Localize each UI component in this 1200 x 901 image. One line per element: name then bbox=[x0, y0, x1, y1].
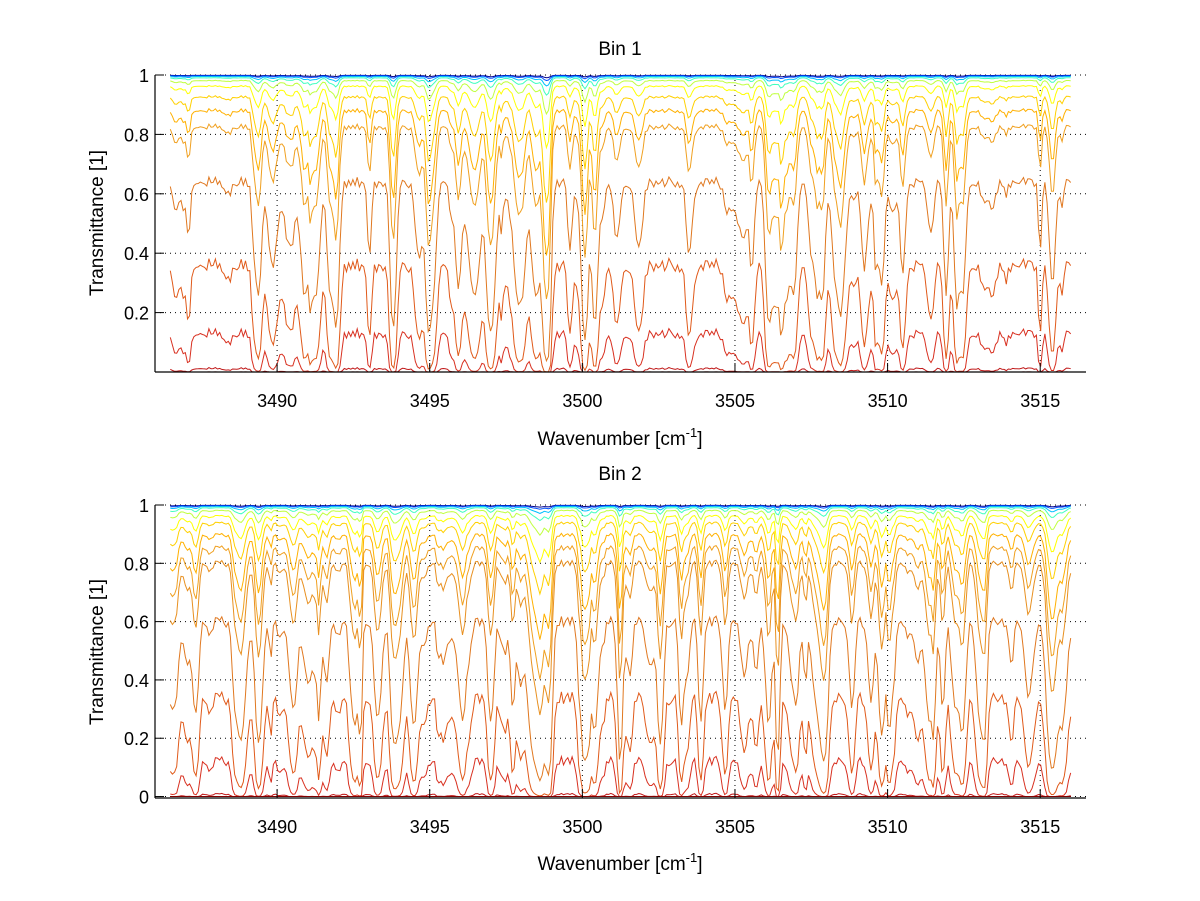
series-line-curve-5 bbox=[170, 509, 1071, 537]
series-line-curve-3 bbox=[170, 505, 1071, 514]
series-line-curve-7 bbox=[169, 521, 1072, 596]
x-tick-label: 3495 bbox=[410, 391, 450, 411]
x-tick-label: 3510 bbox=[868, 391, 908, 411]
x-tick-label: 3510 bbox=[868, 817, 908, 837]
x-tick-label: 3505 bbox=[715, 391, 755, 411]
y-tick-label: 0.2 bbox=[124, 729, 149, 749]
x-tick-label: 3505 bbox=[715, 817, 755, 837]
x-axis-label: Wavenumber [cm-1] bbox=[537, 425, 702, 450]
x-tick-label: 3515 bbox=[1020, 391, 1060, 411]
y-tick-label: 0.8 bbox=[124, 554, 149, 574]
x-axis-label: Wavenumber [cm-1] bbox=[537, 850, 702, 875]
x-tick-label: 3490 bbox=[257, 817, 297, 837]
series-line-curve-12 bbox=[169, 690, 1072, 797]
subplot-bin-2: Bin 2 3490 3495 3500 3505 3510 3515 0 0.2 0.4 0.… bbox=[87, 464, 1086, 875]
y-tick-label: 0.6 bbox=[124, 613, 149, 633]
series-line-curve-5 bbox=[170, 79, 1071, 116]
subplot-bin-1: Bin 1 3490 3495 3500 3505 3510 3515 0.2 0.4 0.6… bbox=[87, 39, 1086, 450]
plot-area bbox=[169, 504, 1072, 798]
y-tick-label: 0 bbox=[139, 788, 149, 808]
chart-title: Bin 2 bbox=[598, 464, 641, 485]
y-axis-label: Transmittance [1] bbox=[87, 150, 108, 296]
series-line-curve-8 bbox=[169, 532, 1072, 640]
series-line-curve-10 bbox=[169, 175, 1072, 363]
series-line-curve-4 bbox=[170, 507, 1071, 522]
x-axis-ticks: 3490 3495 3500 3505 3510 3515 bbox=[257, 363, 1060, 411]
series-line-curve-7 bbox=[169, 94, 1071, 203]
gridlines bbox=[155, 74, 1086, 372]
series-line-curve-2 bbox=[170, 505, 1071, 510]
series-line-curve-2 bbox=[170, 75, 1071, 82]
y-tick-label: 1 bbox=[139, 66, 149, 86]
series-line-curve-12 bbox=[169, 326, 1072, 373]
x-tick-label: 3495 bbox=[410, 817, 450, 837]
series-line-curve-11 bbox=[169, 615, 1072, 783]
x-tick-label: 3500 bbox=[562, 817, 602, 837]
series-line-curve-8 bbox=[169, 107, 1071, 256]
series-line-curve-3 bbox=[170, 75, 1071, 87]
y-axis-ticks: 0 0.2 0.4 0.6 0.8 1 bbox=[124, 496, 164, 808]
y-tick-label: 0.6 bbox=[124, 185, 149, 205]
x-tick-label: 3515 bbox=[1020, 817, 1060, 837]
series-line-curve-4 bbox=[170, 77, 1071, 96]
series-line-curve-10 bbox=[169, 559, 1072, 716]
y-axis-ticks: 0.2 0.4 0.6 0.8 1 bbox=[124, 66, 164, 324]
series-line-curve-9 bbox=[169, 122, 1071, 300]
y-axis-label: Transmittance [1] bbox=[87, 579, 108, 725]
plot-area bbox=[169, 74, 1072, 373]
series-line-curve-9 bbox=[169, 544, 1072, 680]
y-tick-label: 0.8 bbox=[124, 125, 149, 145]
axes bbox=[154, 75, 1086, 373]
series-line-curve-11 bbox=[169, 256, 1072, 373]
y-tick-label: 0.4 bbox=[124, 671, 149, 691]
x-tick-label: 3500 bbox=[562, 391, 602, 411]
y-tick-label: 1 bbox=[139, 496, 149, 516]
chart-title: Bin 1 bbox=[598, 39, 641, 60]
y-tick-label: 0.4 bbox=[124, 244, 149, 264]
axes bbox=[154, 505, 1086, 799]
y-tick-label: 0.2 bbox=[124, 304, 149, 324]
series-line-curve-6 bbox=[170, 514, 1072, 564]
x-tick-label: 3490 bbox=[257, 391, 297, 411]
x-axis-ticks: 3490 3495 3500 3505 3510 3515 bbox=[257, 789, 1060, 837]
series-line-curve-6 bbox=[170, 84, 1071, 150]
